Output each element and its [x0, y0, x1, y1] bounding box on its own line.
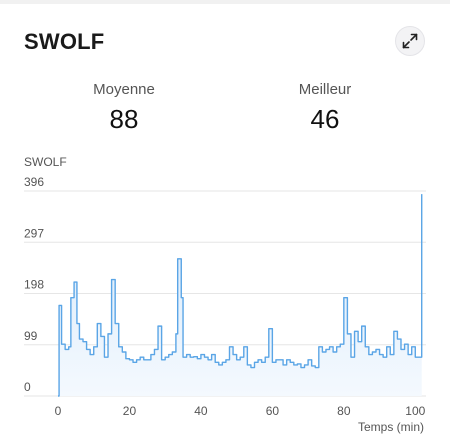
x-tick-label: 40: [194, 404, 208, 418]
best-value: 46: [310, 104, 340, 134]
chart-title: SWOLF: [24, 155, 67, 169]
y-tick-labels: 0 99 198 297 396: [24, 175, 44, 394]
y-tick-label: 0: [24, 380, 31, 394]
swolf-chart: 0 99 198 297 396 0 20 40 60 80 100 Temps (min): [24, 175, 426, 434]
x-tick-label: 0: [55, 404, 62, 418]
average-stat: Moyenne 88: [44, 81, 204, 135]
average-value: 88: [109, 104, 139, 134]
y-tick-label: 198: [24, 278, 44, 292]
average-label: Moyenne: [93, 81, 155, 98]
expand-icon: [402, 33, 418, 49]
swolf-line: [58, 194, 423, 397]
best-label: Meilleur: [298, 81, 352, 98]
swolf-area: [58, 194, 422, 396]
x-tick-labels: 0 20 40 60 80 100: [55, 404, 426, 418]
expand-button[interactable]: [395, 26, 425, 56]
x-tick-label: 20: [123, 404, 137, 418]
x-tick-label: 60: [266, 404, 280, 418]
x-tick-label: 100: [405, 404, 425, 418]
top-divider: [0, 0, 450, 4]
y-tick-label: 99: [24, 329, 38, 343]
best-stat: Meilleur 46: [245, 81, 405, 135]
x-tick-label: 80: [337, 404, 351, 418]
card-title: SWOLF: [24, 29, 105, 54]
y-tick-label: 297: [24, 226, 44, 240]
x-axis-label: Temps (min): [358, 420, 424, 434]
y-tick-label: 396: [24, 175, 44, 189]
